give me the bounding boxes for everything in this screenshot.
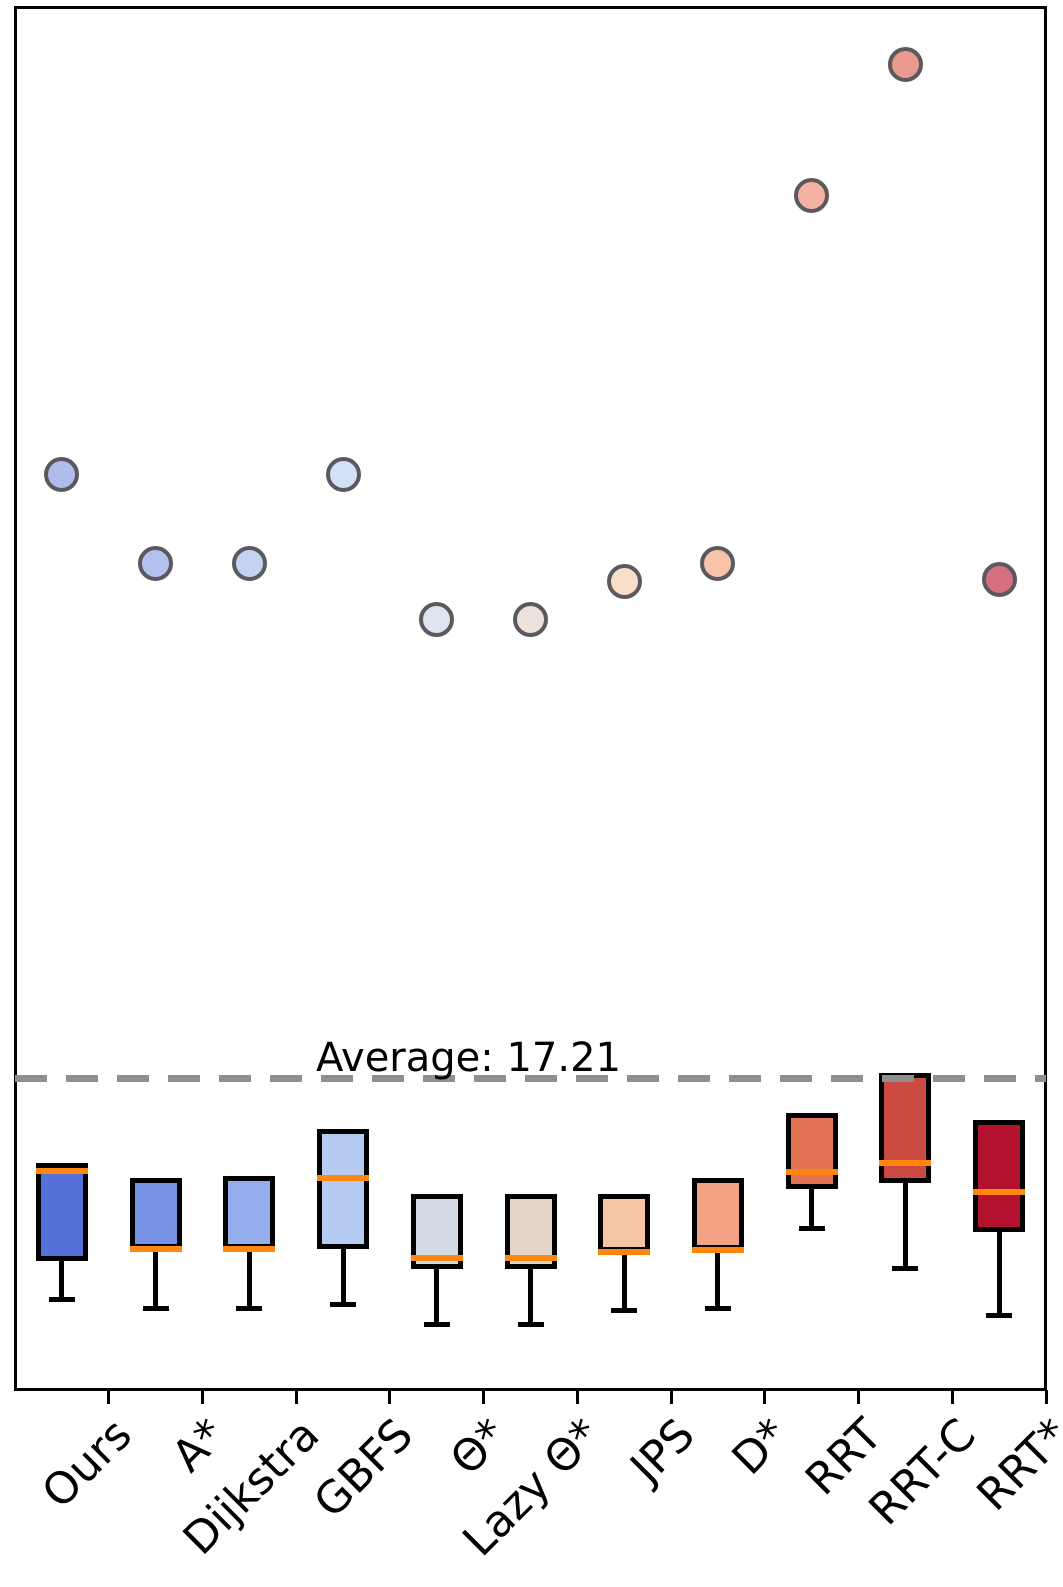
whisker-cap <box>798 1226 825 1232</box>
median-line <box>129 1245 182 1252</box>
x-tick <box>575 1390 579 1404</box>
whisker-stem <box>59 1261 65 1300</box>
x-tick <box>388 1390 392 1404</box>
median-line <box>598 1249 651 1256</box>
whisker-cap <box>48 1296 75 1302</box>
whisker-cap <box>611 1307 638 1313</box>
whisker-stem <box>528 1268 533 1325</box>
whisker-cap <box>330 1302 357 1308</box>
x-tick <box>200 1390 204 1404</box>
whisker-cap <box>986 1313 1013 1319</box>
x-tick <box>950 1390 954 1404</box>
outlier-point <box>138 545 174 581</box>
median-line <box>879 1160 932 1167</box>
whisker-stem <box>153 1248 159 1309</box>
outlier-point <box>981 562 1017 598</box>
outlier-point <box>513 602 548 638</box>
x-tick <box>669 1390 673 1404</box>
median-line <box>785 1169 838 1176</box>
box <box>129 1177 182 1249</box>
x-tick-label: RRT-C <box>859 1409 986 1536</box>
whisker-cap <box>236 1305 263 1311</box>
outlier-point <box>325 456 361 492</box>
box <box>598 1194 651 1253</box>
box <box>691 1177 744 1251</box>
whisker-cap <box>704 1305 731 1311</box>
box <box>973 1119 1026 1233</box>
outlier-point <box>887 47 923 83</box>
outlier-point <box>606 563 642 599</box>
x-tick-label: RRT* <box>967 1409 1063 1521</box>
average-label: Average: 17.21 <box>316 1035 621 1081</box>
x-tick <box>857 1390 861 1404</box>
median-line <box>223 1245 276 1252</box>
median-line <box>973 1189 1026 1196</box>
box <box>785 1112 838 1189</box>
x-tick <box>482 1390 486 1404</box>
outlier-point <box>794 177 830 213</box>
box <box>879 1072 932 1184</box>
median-line <box>317 1174 370 1181</box>
whisker-stem <box>809 1188 815 1229</box>
box <box>35 1163 88 1262</box>
x-tick-label: JPS <box>620 1409 705 1493</box>
box <box>223 1176 276 1249</box>
outlier-point <box>700 545 736 581</box>
whisker-cap <box>142 1305 169 1311</box>
box <box>317 1128 370 1249</box>
whisker-stem <box>715 1250 721 1309</box>
average-dashed-line <box>15 1074 1046 1082</box>
x-tick-label: Ours <box>32 1409 142 1519</box>
whisker-cap <box>892 1266 919 1272</box>
x-tick-label: GBFS <box>304 1409 424 1528</box>
x-tick <box>107 1390 111 1404</box>
median-line <box>35 1167 88 1174</box>
outlier-point <box>231 545 267 581</box>
x-tick <box>294 1390 298 1404</box>
whisker-cap <box>423 1322 450 1328</box>
median-line <box>410 1254 463 1261</box>
whisker-stem <box>246 1248 252 1309</box>
x-tick-label: Θ* <box>440 1409 517 1486</box>
median-line <box>691 1247 744 1254</box>
median-line <box>504 1254 557 1261</box>
plot-frame <box>14 6 1047 1391</box>
whisker-stem <box>621 1252 627 1311</box>
whisker-stem <box>434 1268 440 1325</box>
whisker-stem <box>340 1248 346 1305</box>
whisker-stem <box>996 1232 1002 1316</box>
whisker-cap <box>517 1322 544 1328</box>
x-tick <box>1044 1390 1048 1404</box>
x-tick-label: A* <box>162 1409 236 1483</box>
outlier-point <box>44 456 80 492</box>
x-tick-label: D* <box>722 1409 799 1485</box>
whisker-stem <box>902 1183 908 1269</box>
x-tick <box>763 1390 767 1404</box>
outlier-point <box>419 602 455 638</box>
